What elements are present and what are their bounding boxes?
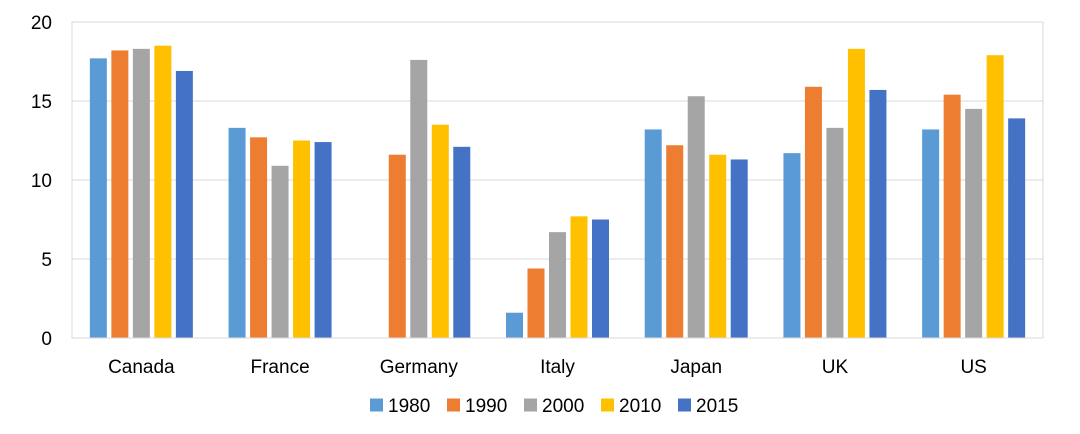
bar-us-2010	[986, 55, 1004, 339]
bar-us-1980	[922, 129, 940, 338]
bar-canada-1980	[89, 58, 107, 339]
bar-canada-2010	[154, 45, 172, 338]
y-tick-label: 20	[31, 13, 52, 34]
bar-france-2010	[293, 140, 311, 338]
legend-label-1980: 1980	[388, 396, 430, 417]
legend-label-2010: 2010	[619, 396, 661, 417]
bar-japan-2015	[730, 159, 748, 338]
x-category-label: Italy	[540, 357, 575, 378]
bar-canada-2015	[175, 70, 193, 338]
axes: 0 5 10 15 20 Canada France Germany Italy Japan UK U…	[31, 13, 1043, 378]
bar-italy-2000	[549, 232, 566, 338]
bar-uk-2015	[869, 89, 887, 338]
bar-us-2000	[965, 108, 983, 339]
legend-swatch-1980	[370, 398, 383, 412]
y-tick-label: 5	[41, 250, 52, 271]
legend: 1980 1990 2000 2010 2015	[370, 396, 738, 417]
legend-label-2000: 2000	[542, 396, 584, 417]
bar-germany-1990	[388, 154, 406, 338]
bar-uk-2010	[847, 48, 865, 339]
bar-japan-2000	[687, 96, 705, 338]
bar-uk-1980	[783, 153, 801, 338]
x-category-label: UK	[822, 357, 849, 378]
gridlines	[72, 21, 1043, 260]
bar-germany-2000	[410, 59, 428, 339]
legend-swatch-2015	[678, 398, 691, 412]
bar-france-2015	[314, 142, 332, 338]
bar-germany-2015	[453, 146, 471, 338]
legend-swatch-2010	[601, 398, 614, 412]
y-tick-label: 10	[31, 171, 52, 192]
bar-uk-2000	[826, 127, 844, 338]
x-category-label: Germany	[380, 357, 459, 378]
bar-uk-1990	[804, 86, 822, 338]
bar-japan-1990	[666, 145, 684, 338]
bars	[89, 45, 1026, 339]
bar-canada-2000	[132, 48, 150, 339]
bar-us-1990	[943, 94, 961, 339]
bar-france-2000	[271, 165, 289, 338]
y-tick-label: 15	[31, 92, 52, 113]
bar-italy-2015	[592, 219, 609, 338]
bar-italy-1980	[506, 312, 523, 338]
bar-italy-1990	[527, 268, 545, 338]
y-tick-label: 0	[41, 329, 52, 350]
bar-germany-2010	[431, 124, 449, 338]
legend-swatch-2000	[524, 398, 537, 412]
bar-us-2015	[1008, 118, 1026, 338]
bar-france-1990	[250, 137, 268, 338]
bar-france-1980	[228, 127, 246, 338]
legend-label-2015: 2015	[696, 396, 738, 417]
legend-swatch-1990	[447, 398, 460, 412]
legend-label-1990: 1990	[465, 396, 507, 417]
bar-italy-2010	[570, 216, 588, 338]
x-category-label: Canada	[108, 357, 175, 378]
x-category-label: US	[960, 357, 986, 378]
x-category-label: Japan	[670, 357, 722, 378]
x-category-label: France	[251, 357, 310, 378]
bar-japan-1980	[644, 129, 662, 338]
bar-canada-1990	[111, 50, 129, 338]
bar-japan-2010	[709, 154, 727, 338]
